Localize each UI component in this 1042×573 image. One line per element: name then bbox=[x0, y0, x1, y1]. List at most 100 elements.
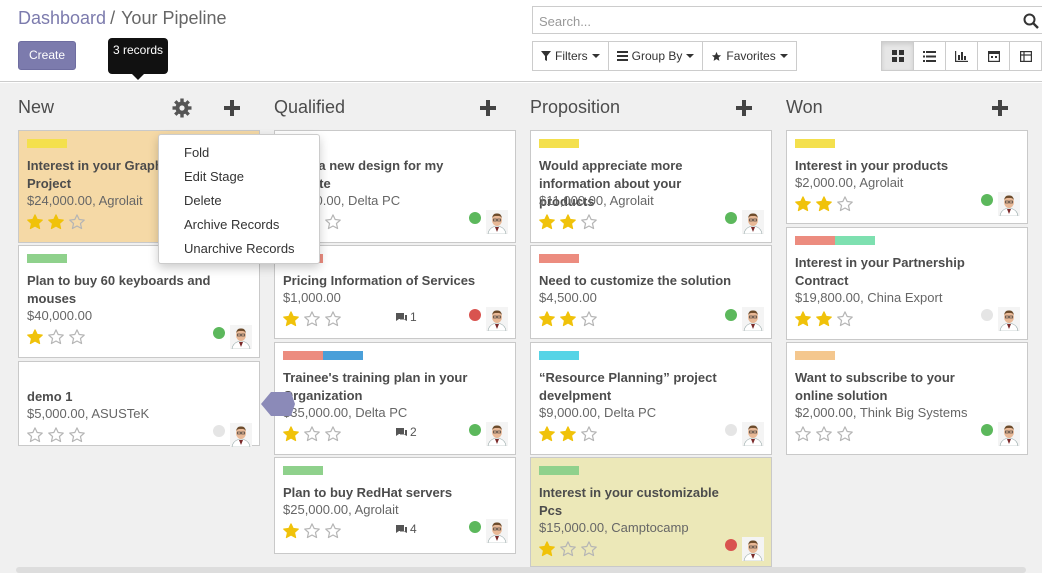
search-input[interactable] bbox=[539, 14, 1009, 29]
search-icon[interactable] bbox=[1023, 13, 1039, 29]
status-dot[interactable] bbox=[213, 425, 225, 437]
star-empty-icon[interactable] bbox=[836, 425, 854, 443]
fold-menu-item[interactable]: Fold bbox=[184, 145, 210, 160]
star-empty-icon[interactable] bbox=[303, 310, 321, 328]
avatar[interactable] bbox=[230, 325, 252, 350]
pivot-view-button[interactable] bbox=[1009, 41, 1042, 71]
add-card-icon[interactable] bbox=[734, 98, 754, 118]
status-dot[interactable] bbox=[469, 212, 481, 224]
column-title[interactable]: New bbox=[18, 97, 55, 117]
avatar[interactable] bbox=[742, 210, 764, 235]
star-filled-icon[interactable] bbox=[815, 195, 833, 213]
avatar[interactable] bbox=[486, 307, 508, 332]
filters-button[interactable]: Filters bbox=[532, 41, 609, 71]
status-dot[interactable] bbox=[469, 309, 481, 321]
horizontal-scrollbar[interactable] bbox=[16, 567, 1026, 573]
kanban-card[interactable]: Plan to buy RedHat servers $25,000.00, A… bbox=[274, 457, 516, 554]
star-empty-icon[interactable] bbox=[324, 522, 342, 540]
avatar[interactable] bbox=[998, 422, 1020, 447]
star-empty-icon[interactable] bbox=[303, 522, 321, 540]
kanban-card[interactable]: Interest in your Partnership Contract $19… bbox=[786, 227, 1028, 340]
kanban-card[interactable]: Want to subscribe to your online solution… bbox=[786, 342, 1028, 455]
star-empty-icon[interactable] bbox=[68, 426, 86, 444]
favorites-button[interactable]: Favorites bbox=[702, 41, 797, 71]
message-count[interactable]: 4 bbox=[395, 522, 417, 536]
star-empty-icon[interactable] bbox=[559, 540, 577, 558]
status-dot[interactable] bbox=[725, 539, 737, 551]
column-title[interactable]: Proposition bbox=[530, 97, 621, 117]
star-empty-icon[interactable] bbox=[836, 195, 854, 213]
add-card-icon[interactable] bbox=[222, 98, 242, 118]
star-empty-icon[interactable] bbox=[794, 425, 812, 443]
kanban-card[interactable]: Interest in your products $2,000.00, Agr… bbox=[786, 130, 1028, 224]
column-title[interactable]: Qualified bbox=[274, 97, 346, 117]
avatar[interactable] bbox=[230, 423, 252, 448]
delete-menu-item[interactable]: Delete bbox=[184, 193, 222, 208]
status-dot[interactable] bbox=[725, 309, 737, 321]
avatar[interactable] bbox=[486, 210, 508, 235]
unarchive-records-menu-item[interactable]: Unarchive Records bbox=[184, 241, 295, 256]
list-view-button[interactable] bbox=[913, 41, 946, 71]
message-count[interactable]: 2 bbox=[395, 425, 417, 439]
star-empty-icon[interactable] bbox=[580, 310, 598, 328]
star-filled-icon[interactable] bbox=[815, 310, 833, 328]
star-empty-icon[interactable] bbox=[303, 425, 321, 443]
star-empty-icon[interactable] bbox=[324, 425, 342, 443]
group-by-button[interactable]: Group By bbox=[607, 41, 704, 71]
column-title[interactable]: Won bbox=[786, 97, 823, 117]
status-dot[interactable] bbox=[725, 212, 737, 224]
create-button[interactable]: Create bbox=[18, 41, 76, 70]
star-empty-icon[interactable] bbox=[47, 328, 65, 346]
star-filled-icon[interactable] bbox=[26, 213, 44, 231]
star-filled-icon[interactable] bbox=[282, 425, 300, 443]
archive-records-menu-item[interactable]: Archive Records bbox=[184, 217, 280, 232]
star-empty-icon[interactable] bbox=[47, 426, 65, 444]
star-filled-icon[interactable] bbox=[794, 195, 812, 213]
avatar[interactable] bbox=[742, 422, 764, 447]
star-filled-icon[interactable] bbox=[282, 310, 300, 328]
add-card-icon[interactable] bbox=[478, 98, 498, 118]
kanban-card[interactable]: Interest in your customizable Pcs $15,000… bbox=[530, 457, 772, 567]
status-dot[interactable] bbox=[981, 194, 993, 206]
avatar[interactable] bbox=[486, 519, 508, 544]
star-empty-icon[interactable] bbox=[580, 425, 598, 443]
star-empty-icon[interactable] bbox=[836, 310, 854, 328]
status-dot[interactable] bbox=[981, 424, 993, 436]
avatar[interactable] bbox=[486, 422, 508, 447]
avatar[interactable] bbox=[998, 192, 1020, 217]
status-dot[interactable] bbox=[469, 424, 481, 436]
status-dot[interactable] bbox=[213, 327, 225, 339]
star-empty-icon[interactable] bbox=[324, 213, 342, 231]
status-dot[interactable] bbox=[981, 309, 993, 321]
kanban-view-button[interactable] bbox=[881, 41, 914, 71]
star-filled-icon[interactable] bbox=[559, 310, 577, 328]
star-empty-icon[interactable] bbox=[815, 425, 833, 443]
star-empty-icon[interactable] bbox=[580, 213, 598, 231]
star-empty-icon[interactable] bbox=[68, 213, 86, 231]
star-filled-icon[interactable] bbox=[538, 213, 556, 231]
star-filled-icon[interactable] bbox=[559, 425, 577, 443]
star-empty-icon[interactable] bbox=[68, 328, 86, 346]
avatar[interactable] bbox=[742, 307, 764, 332]
add-card-icon[interactable] bbox=[990, 98, 1010, 118]
star-empty-icon[interactable] bbox=[580, 540, 598, 558]
kanban-card[interactable]: “Resource Planning” project develpment $9… bbox=[530, 342, 772, 455]
kanban-card[interactable]: Would appreciate more information about y… bbox=[530, 130, 772, 243]
star-filled-icon[interactable] bbox=[538, 540, 556, 558]
status-dot[interactable] bbox=[725, 424, 737, 436]
star-filled-icon[interactable] bbox=[538, 310, 556, 328]
calendar-view-button[interactable] bbox=[977, 41, 1010, 71]
breadcrumb-dashboard-link[interactable]: Dashboard bbox=[18, 8, 107, 28]
kanban-card[interactable]: demo 1 $5,000.00, ASUSTeK bbox=[18, 361, 260, 448]
graph-view-button[interactable] bbox=[945, 41, 978, 71]
message-count[interactable]: 1 bbox=[395, 310, 417, 324]
edit-stage-menu-item[interactable]: Edit Stage bbox=[184, 169, 244, 184]
star-filled-icon[interactable] bbox=[282, 522, 300, 540]
star-filled-icon[interactable] bbox=[26, 328, 44, 346]
star-filled-icon[interactable] bbox=[538, 425, 556, 443]
star-filled-icon[interactable] bbox=[47, 213, 65, 231]
star-empty-icon[interactable] bbox=[324, 310, 342, 328]
avatar[interactable] bbox=[998, 307, 1020, 332]
kanban-card[interactable]: Need to customize the solution $4,500.00 bbox=[530, 245, 772, 339]
status-dot[interactable] bbox=[469, 521, 481, 533]
